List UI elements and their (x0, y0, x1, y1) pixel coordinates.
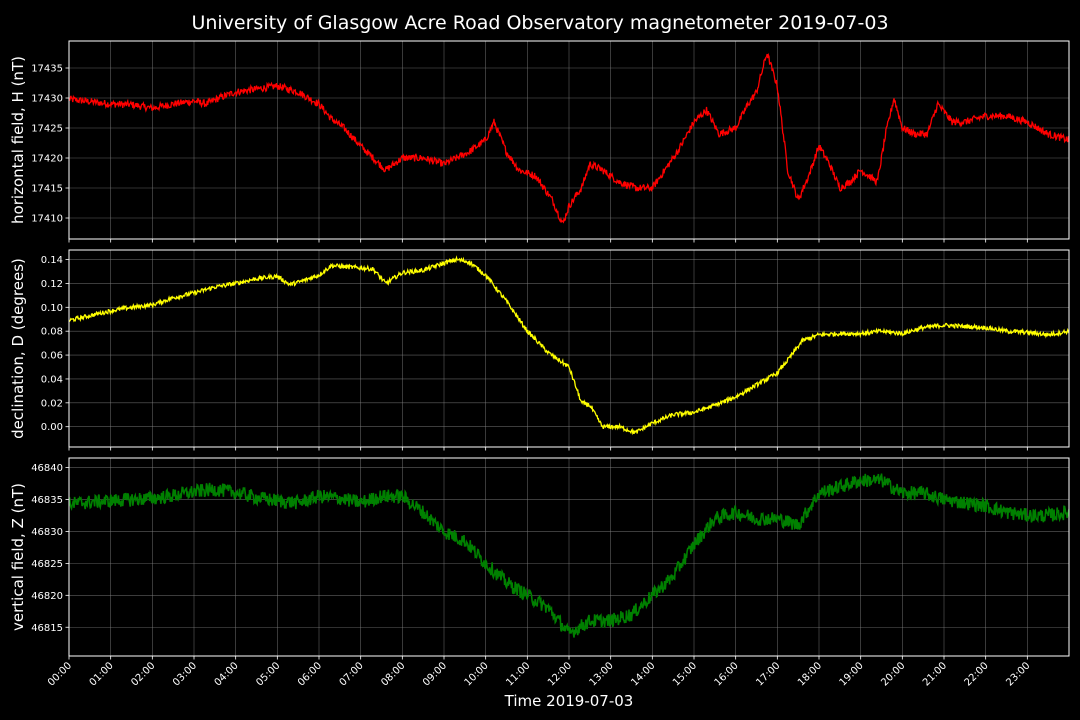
panel-frame (68, 249, 1070, 448)
y-tick-label: 46830 (31, 527, 63, 538)
y-tick-label: 17430 (31, 94, 63, 105)
y-axis-label: declination, D (degrees) (9, 258, 27, 439)
panel-frame (68, 457, 1070, 657)
y-tick-label: 0.02 (41, 398, 63, 409)
series-line (69, 255, 1069, 436)
y-tick-label: 17420 (31, 154, 63, 165)
y-tick-label: 46840 (31, 463, 63, 474)
panel-frame (68, 40, 1070, 240)
panel-2: 0.00 0.02 0.04 0.06 0.08 0.10 0.12 0.14 declinat… (9, 249, 1070, 451)
y-tick-label: 46825 (31, 559, 63, 570)
y-tick-label: 0.10 (41, 303, 63, 314)
y-tick-label: 46820 (31, 591, 63, 602)
y-tick-label: 17410 (31, 214, 63, 225)
figure-title: University of Glasgow Acre Road Observat… (191, 12, 888, 34)
y-tick-label: 46815 (31, 623, 63, 634)
y-tick-label: 17415 (31, 184, 63, 195)
y-tick-label: 0.00 (41, 422, 63, 433)
y-axis-label: horizontal field, H (nT) (9, 56, 27, 224)
y-tick-label: 0.04 (41, 374, 63, 385)
series-line (69, 473, 1069, 638)
y-axis-label: vertical field, Z (nT) (9, 483, 27, 631)
y-tick-label: 17425 (31, 124, 63, 135)
y-tick-label: 46835 (31, 495, 63, 506)
y-tick-label: 0.12 (41, 279, 63, 290)
x-axis-label: Time 2019-07-03 (504, 692, 634, 710)
y-tick-label: 0.06 (41, 351, 63, 362)
y-tick-label: 0.14 (41, 255, 63, 266)
y-tick-label: 0.08 (41, 327, 63, 338)
y-tick-label: 17435 (31, 64, 63, 75)
series-line (69, 52, 1069, 224)
panel-1: 17410 17415 17420 17425 17430 17435 horizontal… (9, 40, 1070, 243)
